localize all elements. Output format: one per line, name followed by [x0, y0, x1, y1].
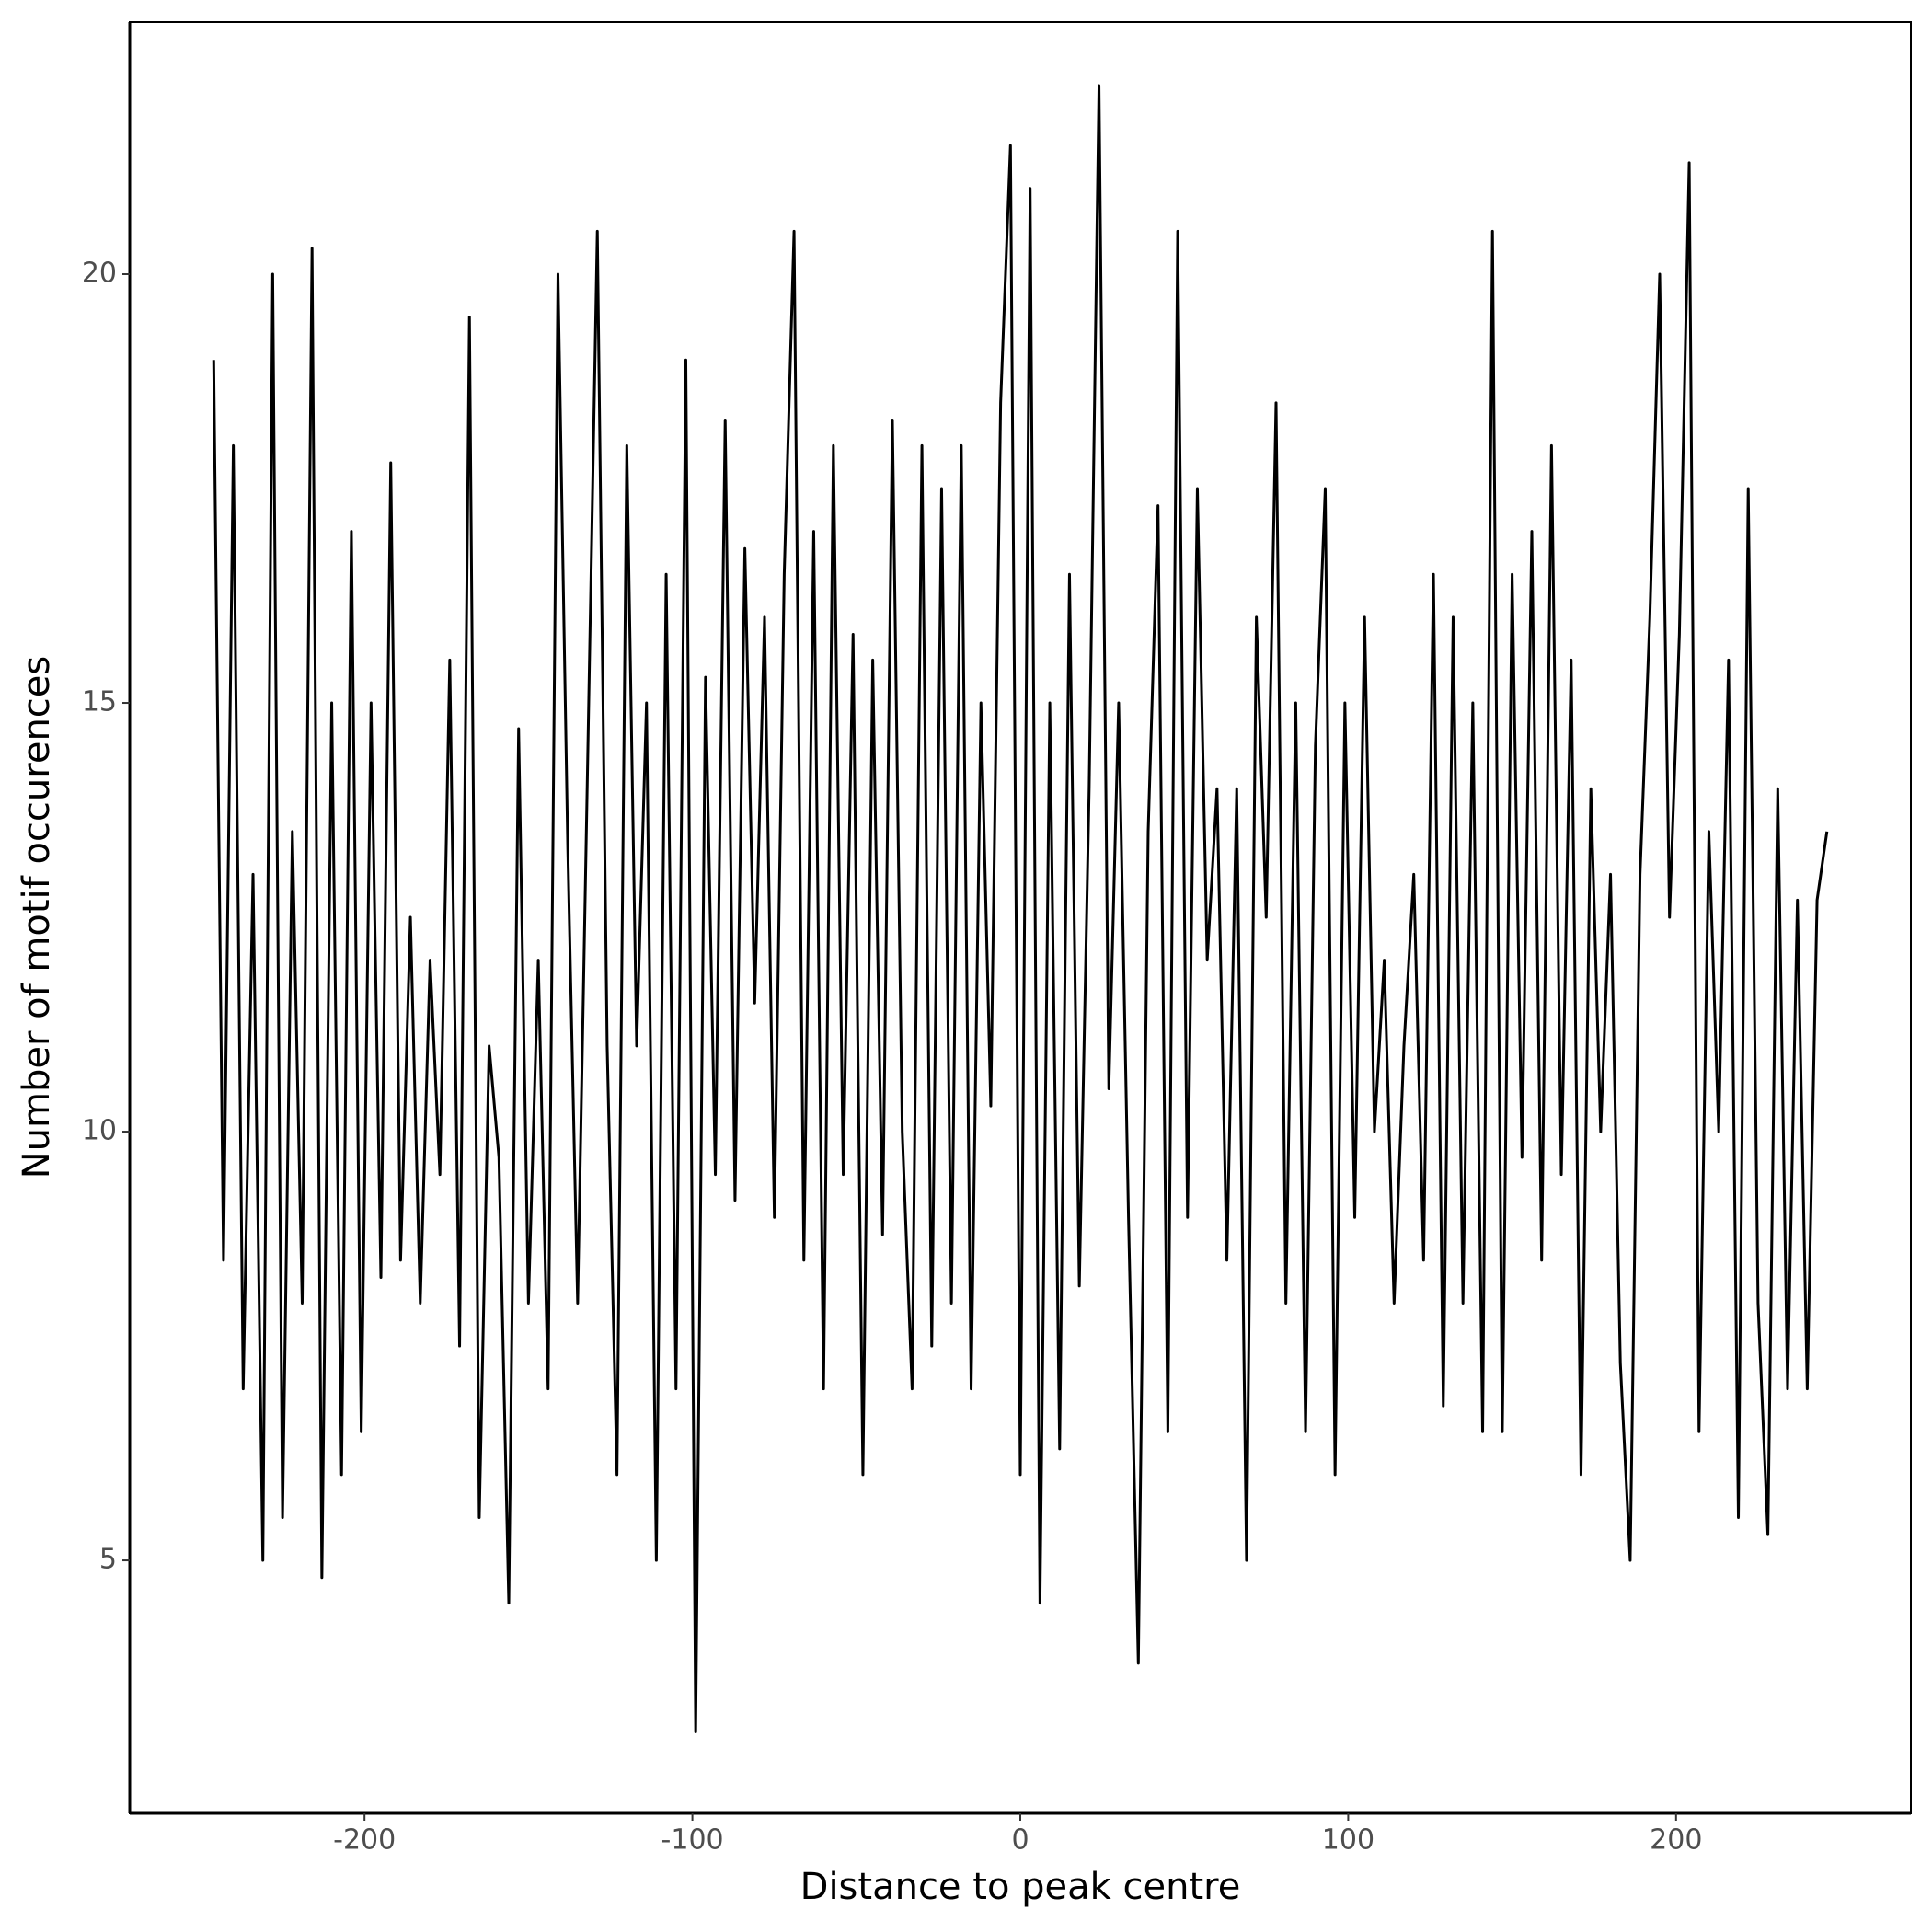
x-axis-title: Distance to peak centre	[800, 1866, 1241, 1908]
x-tick-label: -200	[333, 1824, 396, 1857]
y-axis-title: Number of motif occurences	[16, 656, 58, 1179]
x-tick-label: 100	[1322, 1824, 1374, 1857]
y-tick-label: 5	[99, 1544, 117, 1576]
x-tick-label: 200	[1650, 1824, 1702, 1857]
data-line	[212, 84, 1829, 1733]
x-tick-label: -100	[661, 1824, 724, 1857]
y-tick-label: 20	[82, 258, 117, 290]
y-tick-label: 15	[82, 686, 117, 719]
y-tick-label: 10	[82, 1115, 117, 1147]
x-tick-label: 0	[1011, 1824, 1029, 1857]
